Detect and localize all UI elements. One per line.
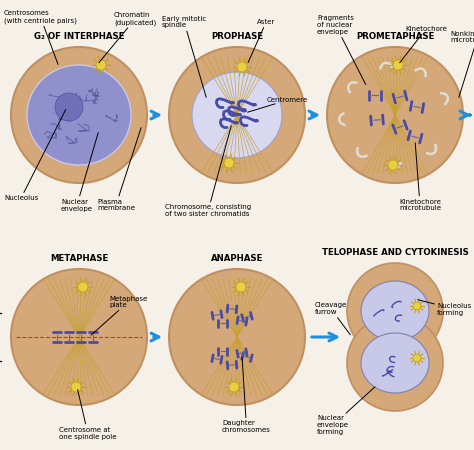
Text: Kinetochore: Kinetochore <box>400 26 447 63</box>
Circle shape <box>236 282 246 292</box>
Text: Daughter
chromosomes: Daughter chromosomes <box>222 358 271 433</box>
Text: METAPHASE: METAPHASE <box>50 254 108 263</box>
Text: Spindle: Spindle <box>0 449 1 450</box>
Ellipse shape <box>347 315 443 411</box>
Ellipse shape <box>327 47 463 183</box>
Text: Early mitotic
spindle: Early mitotic spindle <box>162 15 206 97</box>
Ellipse shape <box>11 269 147 405</box>
Circle shape <box>224 158 234 168</box>
Circle shape <box>413 354 421 362</box>
Text: Nuclear
envelope
forming: Nuclear envelope forming <box>317 387 375 435</box>
Ellipse shape <box>361 281 429 341</box>
Circle shape <box>388 160 398 170</box>
Ellipse shape <box>169 47 305 183</box>
Text: PROMETAPHASE: PROMETAPHASE <box>356 32 434 41</box>
Text: Nucleolus: Nucleolus <box>4 109 66 201</box>
Text: Plasma
membrane: Plasma membrane <box>97 128 141 212</box>
Circle shape <box>78 282 88 292</box>
Circle shape <box>229 382 239 392</box>
Text: Nonkinetochore
microtubules: Nonkinetochore microtubules <box>450 31 474 97</box>
Ellipse shape <box>27 65 131 165</box>
Ellipse shape <box>11 47 147 183</box>
Circle shape <box>96 60 106 70</box>
Text: Fragments
of nuclear
envelope: Fragments of nuclear envelope <box>317 15 366 85</box>
Text: Nuclear
envelope: Nuclear envelope <box>61 133 98 212</box>
Text: PROPHASE: PROPHASE <box>211 32 263 41</box>
Text: Centrosome at
one spindle pole: Centrosome at one spindle pole <box>59 390 117 440</box>
Text: Aster: Aster <box>248 19 275 63</box>
Text: Chromatin
(duplicated): Chromatin (duplicated) <box>99 12 156 63</box>
Text: Cleavage
furrow: Cleavage furrow <box>315 302 350 335</box>
Text: Metaphase
plate: Metaphase plate <box>91 296 147 335</box>
Circle shape <box>55 93 83 121</box>
Text: ANAPHASE: ANAPHASE <box>211 254 263 263</box>
Text: Centromere: Centromere <box>247 97 308 112</box>
Circle shape <box>71 382 81 392</box>
Text: Nucleolus
forming: Nucleolus forming <box>418 300 471 315</box>
Ellipse shape <box>361 333 429 393</box>
Ellipse shape <box>192 72 282 158</box>
Text: TELOPHASE AND CYTOKINESIS: TELOPHASE AND CYTOKINESIS <box>321 248 468 257</box>
Ellipse shape <box>169 269 305 405</box>
Circle shape <box>237 62 247 72</box>
Text: Chromosome, consisting
of two sister chromatids: Chromosome, consisting of two sister chr… <box>165 126 251 217</box>
Text: G₂ OF INTERPHASE: G₂ OF INTERPHASE <box>34 32 124 41</box>
Circle shape <box>393 60 403 70</box>
Ellipse shape <box>347 263 443 359</box>
Text: Centrosomes
(with centriole pairs): Centrosomes (with centriole pairs) <box>4 10 77 64</box>
Text: Kinetochore
microtubule: Kinetochore microtubule <box>399 143 441 212</box>
Circle shape <box>413 302 421 310</box>
